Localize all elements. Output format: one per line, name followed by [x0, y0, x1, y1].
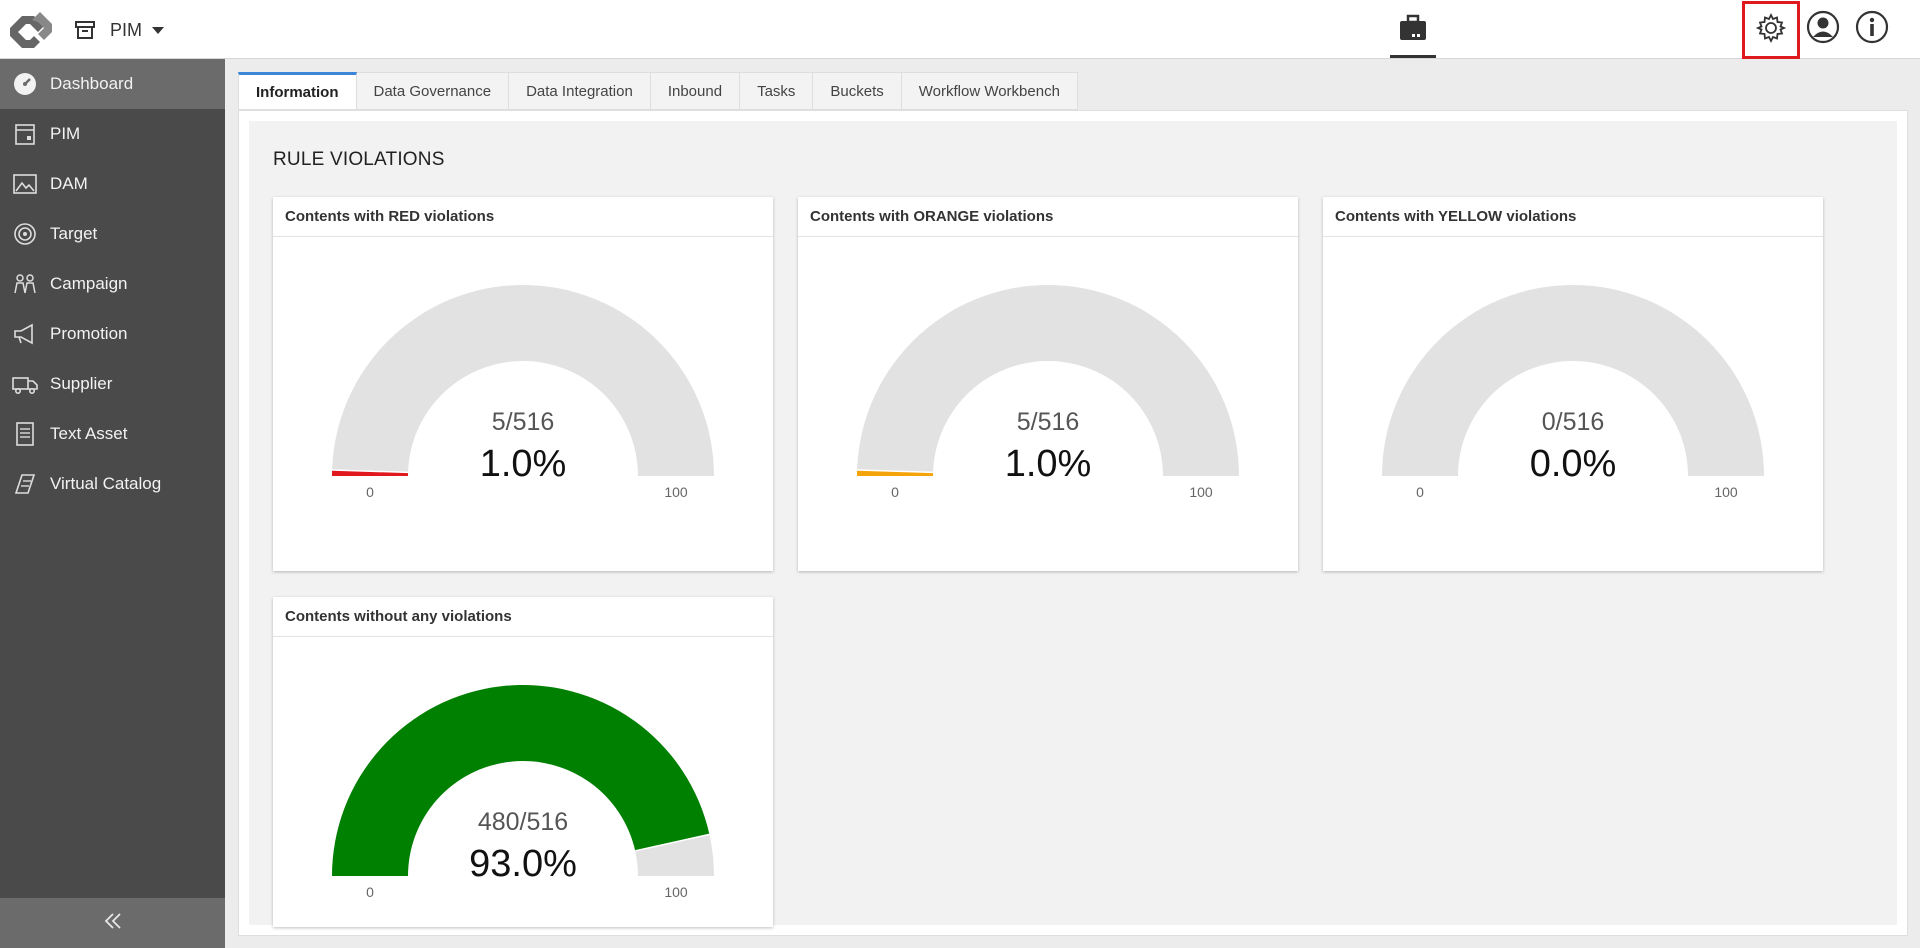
tab-workflow-workbench[interactable]: Workflow Workbench [901, 72, 1078, 110]
gauge-track [857, 285, 1239, 476]
section-title: RULE VIOLATIONS [273, 149, 445, 170]
tab-data-integration[interactable]: Data Integration [509, 72, 651, 110]
sidebar-item-label: Campaign [50, 274, 128, 293]
sidebar-item-target[interactable]: Target [0, 209, 225, 259]
sidebar-item-pim[interactable]: PIM [0, 109, 225, 159]
card-title: Contents with ORANGE violations [798, 197, 1298, 237]
briefcase-icon [1398, 14, 1428, 47]
user-icon [1806, 10, 1840, 49]
gauge-percent: 1.0% [480, 443, 567, 485]
gear-icon [1755, 12, 1787, 49]
info-button[interactable] [1849, 6, 1895, 52]
info-icon [1855, 10, 1889, 49]
tab-tasks[interactable]: Tasks [740, 72, 814, 110]
module-label: PIM [110, 19, 143, 40]
megaphone-icon [12, 321, 38, 347]
truck-icon [12, 371, 38, 397]
tab-inbound[interactable]: Inbound [650, 72, 741, 110]
gauge-max-label: 100 [664, 484, 688, 500]
card-yellow-violations: Contents with YELLOW violations 0/516 0.0… [1323, 197, 1823, 571]
sidebar-item-text-asset[interactable]: Text Asset [0, 409, 225, 459]
logo-icon[interactable] [8, 10, 54, 50]
gauge-min-label: 0 [366, 884, 374, 900]
dashboard-icon [12, 71, 38, 97]
sidebar-item-dam[interactable]: DAM [0, 159, 225, 209]
document-icon [12, 421, 38, 447]
gauge-track [332, 285, 714, 476]
catalog-icon [12, 471, 38, 497]
pim-icon [12, 121, 38, 147]
gauge-separator [332, 469, 409, 474]
sidebar-item-label: Target [50, 224, 98, 243]
sidebar-item-label: DAM [50, 174, 88, 193]
gauge-separator [635, 833, 710, 852]
gauge-chart: 5/516 1.0% 0 100 [332, 285, 714, 500]
card-title: Contents with YELLOW violations [1323, 197, 1823, 237]
gauge-percent: 0.0% [1530, 443, 1617, 485]
gauge-track [1382, 285, 1764, 476]
campaign-icon [12, 271, 38, 297]
gauge-chart: 0/516 0.0% 0 100 [1382, 285, 1764, 500]
gauge-separator [857, 469, 934, 474]
card-title: Contents without any violations [273, 597, 773, 637]
sidebar-item-label: Dashboard [50, 74, 134, 93]
gauge-percent: 1.0% [1005, 443, 1092, 485]
gauge-max-label: 100 [664, 884, 688, 900]
sidebar-item-label: Virtual Catalog [50, 474, 162, 493]
image-icon [12, 171, 38, 197]
sidebar-item-virtual-catalog[interactable]: Virtual Catalog [0, 459, 225, 509]
gauge-ratio: 480/516 [478, 808, 568, 836]
gauge-value-arc [332, 470, 409, 476]
gauge-percent: 93.0% [469, 843, 577, 885]
sidebar-item-label: Text Asset [50, 424, 128, 443]
sidebar-collapse-button[interactable] [0, 898, 225, 948]
sidebar-item-label: Promotion [50, 324, 128, 343]
tab-buckets[interactable]: Buckets [813, 72, 902, 110]
card-no-violations: Contents without any violations 480/516 9… [273, 597, 773, 927]
tab-content-frame: RULE VIOLATIONS Contents with RED violat… [238, 110, 1908, 936]
tab-data-governance[interactable]: Data Governance [356, 72, 510, 110]
gauge-min-label: 0 [891, 484, 899, 500]
card-orange-violations: Contents with ORANGE violations 5/516 1.0… [798, 197, 1298, 571]
gauge-ratio: 5/516 [1017, 408, 1080, 436]
gauge-value-arc [332, 684, 710, 876]
sidebar-item-campaign[interactable]: Campaign [0, 259, 225, 309]
module-selector[interactable]: PIM [74, 16, 165, 44]
gauge-max-label: 100 [1189, 484, 1213, 500]
main-content: Information Data Governance Data Integra… [225, 59, 1920, 948]
double-chevron-left-icon [103, 911, 123, 936]
card-red-violations: Contents with RED violations 5/516 1.0% 0 1… [273, 197, 773, 571]
settings-button[interactable] [1742, 1, 1800, 59]
dashboard-panel: RULE VIOLATIONS Contents with RED violat… [249, 121, 1897, 927]
gauge-value-arc [857, 470, 934, 476]
card-title: Contents with RED violations [273, 197, 773, 237]
sidebar-item-promotion[interactable]: Promotion [0, 309, 225, 359]
target-icon [12, 221, 38, 247]
sidebar-item-supplier[interactable]: Supplier [0, 359, 225, 409]
user-button[interactable] [1800, 6, 1846, 52]
sidebar: Dashboard PIM DAM Target Campaign Promot… [0, 59, 225, 948]
sidebar-item-label: PIM [50, 124, 81, 143]
gauge-chart: 480/516 93.0% 0 100 [332, 684, 714, 900]
gauge-ratio: 5/516 [492, 408, 555, 436]
sidebar-item-label: Supplier [50, 374, 113, 393]
gauge-chart: 5/516 1.0% 0 100 [857, 285, 1239, 500]
tab-bar: Information Data Governance Data Integra… [238, 72, 1078, 110]
caret-down-icon [152, 26, 165, 34]
tab-information[interactable]: Information [238, 72, 357, 110]
gauge-max-label: 100 [1714, 484, 1738, 500]
archive-box-icon [74, 19, 96, 41]
gauge-min-label: 0 [1416, 484, 1424, 500]
top-bar: PIM [0, 0, 1920, 59]
sidebar-item-dashboard[interactable]: Dashboard [0, 59, 225, 109]
briefcase-button[interactable] [1390, 6, 1436, 58]
gauge-min-label: 0 [366, 484, 374, 500]
gauge-ratio: 0/516 [1542, 408, 1605, 436]
